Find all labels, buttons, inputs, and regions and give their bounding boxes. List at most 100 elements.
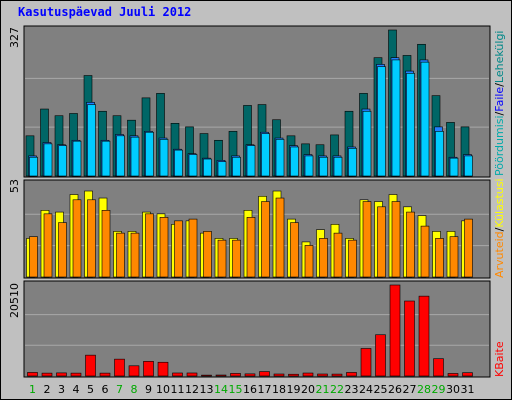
bar-arvuteid-day-26 bbox=[391, 201, 401, 278]
bar-arvuteid-day-23 bbox=[348, 239, 357, 278]
bar-kbaite-day-14 bbox=[215, 374, 227, 377]
bar-arvuteid-day-21 bbox=[319, 238, 328, 278]
bar-kbaite-day-30 bbox=[447, 373, 459, 377]
x-label-day-27: 27 bbox=[403, 383, 417, 396]
x-label-day-31: 31 bbox=[461, 383, 475, 396]
x-label-day-6: 6 bbox=[102, 383, 109, 396]
bar-kbaite-day-28 bbox=[418, 295, 430, 377]
legend-sep-3: / bbox=[493, 227, 506, 231]
bar-arvuteid-day-6 bbox=[101, 210, 111, 278]
bar-arvuteid-day-16 bbox=[246, 217, 256, 278]
bar-poordumisi-day-8 bbox=[130, 136, 140, 177]
bar-kbaite-day-27 bbox=[404, 300, 415, 377]
x-label-day-8: 8 bbox=[131, 383, 138, 396]
legend-lehekulgi: Lehekülgi bbox=[493, 31, 506, 84]
bar-kbaite-day-17 bbox=[259, 371, 270, 377]
bar-poordumisi-day-20 bbox=[304, 155, 314, 177]
bar-kbaite-day-25 bbox=[375, 334, 386, 377]
bar-kbaite-day-23 bbox=[346, 372, 357, 377]
x-label-day-10: 10 bbox=[156, 383, 170, 396]
bar-kbaite-day-4 bbox=[70, 372, 82, 377]
bar-poordumisi-day-11 bbox=[174, 149, 183, 177]
x-label-day-14: 14 bbox=[214, 383, 228, 396]
bar-kbaite-day-6 bbox=[99, 372, 111, 377]
bar-arvuteid-day-8 bbox=[130, 232, 140, 278]
x-label-day-3: 3 bbox=[58, 383, 65, 396]
bar-arvuteid-day-18 bbox=[275, 197, 285, 278]
bar-poordumisi-day-22 bbox=[333, 156, 343, 177]
bar-kbaite-day-16 bbox=[244, 373, 256, 377]
bar-arvuteid-day-25 bbox=[377, 206, 386, 278]
bar-kbaite-day-15 bbox=[230, 373, 241, 377]
bar-poordumisi-day-10 bbox=[159, 139, 169, 177]
bar-arvuteid-day-11 bbox=[174, 220, 183, 278]
x-label-day-2: 2 bbox=[44, 383, 51, 396]
bar-arvuteid-day-31 bbox=[464, 218, 473, 278]
x-label-day-20: 20 bbox=[301, 383, 315, 396]
bar-arvuteid-day-14 bbox=[217, 239, 227, 278]
x-axis-labels: 1 2 3 4 5 6 7 8 9 10 11 12 13 14 15 16 17 18 19 20 21 22 23 24 2… bbox=[29, 383, 475, 396]
bar-arvuteid-day-29 bbox=[435, 238, 444, 278]
chart-title: Kasutuspäevad Juuli 2012 bbox=[18, 5, 192, 19]
x-label-day-28: 28 bbox=[417, 383, 431, 396]
legend-sep-2: / bbox=[493, 83, 506, 87]
x-label-day-16: 16 bbox=[243, 383, 257, 396]
x-label-day-11: 11 bbox=[171, 383, 185, 396]
bar-poordumisi-day-17 bbox=[261, 133, 270, 177]
bar-kbaite-day-1 bbox=[27, 372, 38, 377]
legend-poordumisi: Pöördumisi bbox=[493, 115, 506, 176]
x-label-day-23: 23 bbox=[345, 383, 359, 396]
x-label-day-17: 17 bbox=[258, 383, 272, 396]
x-label-day-21: 21 bbox=[316, 383, 330, 396]
bar-kbaite-day-20 bbox=[302, 372, 314, 377]
bar-poordumisi-day-14 bbox=[217, 161, 227, 177]
legend-faile: Faile bbox=[493, 87, 506, 112]
bar-arvuteid-day-12 bbox=[188, 218, 198, 278]
bar-kbaite-day-10 bbox=[157, 361, 169, 377]
x-label-day-22: 22 bbox=[330, 383, 344, 396]
x-label-day-4: 4 bbox=[73, 383, 80, 396]
bar-arvuteid-day-28 bbox=[420, 225, 430, 278]
bar-kbaite-day-12 bbox=[186, 372, 198, 377]
bar-arvuteid-day-5 bbox=[87, 199, 96, 278]
x-label-day-26: 26 bbox=[388, 383, 402, 396]
bar-kbaite-day-7 bbox=[114, 358, 125, 377]
bar-kbaite-day-5 bbox=[85, 354, 96, 377]
legend-kbaite: KBaite bbox=[493, 341, 506, 377]
legend-top: Pöördumisi/Faile/Lehekülgi bbox=[493, 31, 506, 176]
bar-arvuteid-day-10 bbox=[159, 217, 169, 278]
bar-arvuteid-day-2 bbox=[43, 213, 53, 278]
bar-poordumisi-day-16 bbox=[246, 145, 256, 177]
bar-kbaite-day-21 bbox=[317, 373, 328, 377]
x-label-day-5: 5 bbox=[87, 383, 94, 396]
bar-poordumisi-day-19 bbox=[290, 146, 299, 177]
bar-poordumisi-day-3 bbox=[58, 145, 67, 177]
bar-arvuteid-day-17 bbox=[261, 201, 270, 278]
bar-arvuteid-day-9 bbox=[145, 213, 154, 278]
bar-poordumisi-day-23 bbox=[348, 148, 357, 177]
bar-poordumisi-day-6 bbox=[101, 140, 111, 177]
bar-kbaite-day-11 bbox=[172, 372, 183, 377]
bar-kbaite-day-3 bbox=[56, 372, 67, 377]
bar-arvuteid-day-13 bbox=[203, 231, 212, 278]
bar-poordumisi-day-21 bbox=[319, 156, 328, 177]
bar-poordumisi-day-28 bbox=[420, 61, 430, 177]
bar-poordumisi-day-31 bbox=[464, 155, 473, 177]
bar-poordumisi-day-13 bbox=[203, 158, 212, 177]
x-label-day-15: 15 bbox=[229, 383, 243, 396]
bar-poordumisi-day-27 bbox=[406, 73, 415, 177]
bar-kbaite-day-9 bbox=[143, 361, 154, 377]
bottom-ymax-label: 20510 bbox=[8, 283, 21, 318]
bar-arvuteid-day-20 bbox=[304, 245, 314, 278]
bar-arvuteid-day-22 bbox=[333, 232, 343, 278]
bar-poordumisi-day-30 bbox=[449, 157, 459, 177]
bar-arvuteid-day-1 bbox=[29, 236, 38, 278]
bar-kbaite-day-8 bbox=[128, 365, 140, 377]
x-label-day-1: 1 bbox=[29, 383, 36, 396]
x-label-day-9: 9 bbox=[145, 383, 152, 396]
middle-ymax-label: 53 bbox=[8, 179, 21, 193]
bar-poordumisi-day-12 bbox=[188, 154, 198, 177]
x-label-day-30: 30 bbox=[446, 383, 460, 396]
bar-group bbox=[25, 29, 473, 377]
bar-arvuteid-day-24 bbox=[362, 201, 372, 278]
